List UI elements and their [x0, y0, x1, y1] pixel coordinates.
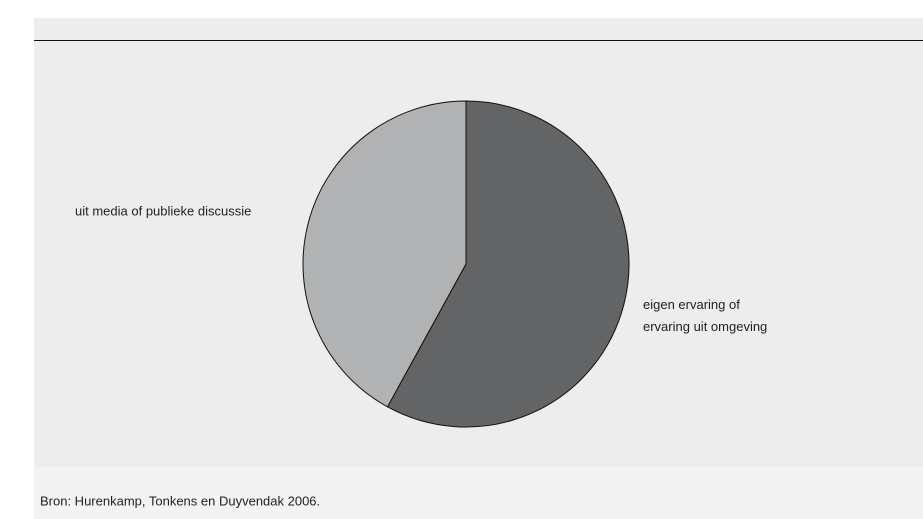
- pie-slice: [386, 100, 630, 428]
- slice-label: eigen ervaring of ervaring uit omgeving: [643, 297, 767, 334]
- source: Bron: Hurenkamp, Tonkens en Duyvendak 20…: [40, 493, 320, 508]
- footer-panel: [34, 467, 923, 519]
- pie-slice: [302, 100, 467, 408]
- slice-label: uit media of publieke discussie: [75, 203, 251, 218]
